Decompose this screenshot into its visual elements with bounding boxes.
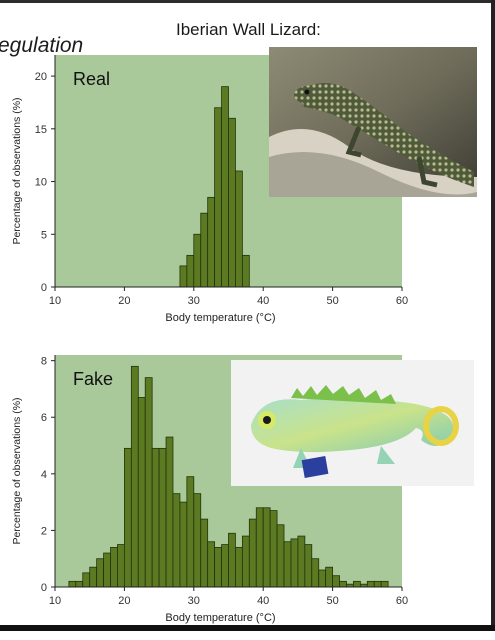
y-tick-label: 6 xyxy=(41,412,47,424)
histogram-bar xyxy=(262,507,271,588)
window-right-border xyxy=(491,0,495,631)
histogram-bar xyxy=(96,558,104,588)
y-tick-label: 0 xyxy=(41,282,47,294)
histogram-bar xyxy=(124,447,132,588)
x-tick-label: 20 xyxy=(118,595,130,607)
histogram-bar xyxy=(110,546,118,588)
histogram-bar xyxy=(221,86,229,288)
histogram-bar xyxy=(380,580,389,588)
window-top-border xyxy=(0,0,495,3)
x-tick-label: 60 xyxy=(396,595,408,607)
y-tick-label: 5 xyxy=(41,229,47,241)
histogram-bar xyxy=(276,524,285,588)
histogram-bar xyxy=(325,566,334,588)
histogram-bar xyxy=(255,507,264,588)
histogram-bar xyxy=(339,580,347,588)
y-tick-label: 20 xyxy=(35,71,47,83)
histogram-bar xyxy=(228,532,236,588)
histogram-bar xyxy=(130,365,139,588)
histogram-bar xyxy=(200,518,209,588)
x-tick-label: 60 xyxy=(396,295,408,307)
y-tick-label: 4 xyxy=(41,469,47,481)
histogram-bar xyxy=(235,170,243,288)
histogram-bar xyxy=(311,558,320,588)
y-axis-label: Percentage of observations (%) xyxy=(11,397,23,544)
chart-annotation-label: Fake xyxy=(73,369,113,389)
histogram-bar xyxy=(193,233,202,288)
x-tick-label: 10 xyxy=(49,295,61,307)
histogram-bar xyxy=(151,447,160,588)
histogram-bar xyxy=(186,254,195,288)
histogram-bar xyxy=(68,580,77,588)
slide-title: egulation xyxy=(0,34,84,57)
histogram-bar xyxy=(193,493,202,588)
y-tick-label: 15 xyxy=(35,124,47,136)
histogram-bar xyxy=(75,580,84,588)
x-tick-label: 40 xyxy=(257,595,269,607)
histogram-bar xyxy=(283,541,292,588)
x-tick-label: 50 xyxy=(326,595,338,607)
histogram-bar xyxy=(304,544,313,588)
histogram-bar xyxy=(172,493,181,588)
histogram-bar xyxy=(332,575,340,588)
x-axis-label: Body temperature (°C) xyxy=(165,612,275,624)
histogram-bar xyxy=(144,377,153,588)
histogram-bar xyxy=(373,580,382,588)
y-tick-label: 2 xyxy=(41,525,47,537)
histogram-bar xyxy=(248,518,257,588)
histogram-bar xyxy=(353,580,361,588)
x-tick-label: 30 xyxy=(188,595,200,607)
histogram-bar xyxy=(158,447,167,588)
iberian-wall-lizard-photo xyxy=(269,47,477,197)
histogram-bar xyxy=(290,538,299,588)
histogram-bar xyxy=(366,580,375,588)
chart-annotation-label: Real xyxy=(73,69,110,89)
toy-lizard-photo xyxy=(231,360,474,486)
x-tick-label: 20 xyxy=(118,295,130,307)
histogram-bar xyxy=(103,552,111,588)
histogram-bar xyxy=(207,541,216,588)
histogram-bar xyxy=(214,107,222,288)
histogram-bar xyxy=(137,397,146,588)
histogram-bar xyxy=(214,546,222,588)
histogram-bar xyxy=(165,436,174,588)
histogram-bar xyxy=(179,265,188,288)
window-bottom-border xyxy=(0,625,495,631)
histogram-bar xyxy=(235,546,243,588)
y-tick-label: 0 xyxy=(41,582,47,594)
x-tick-label: 30 xyxy=(188,295,200,307)
histogram-bar xyxy=(207,196,216,288)
histogram-bar xyxy=(179,501,188,588)
x-tick-label: 50 xyxy=(326,295,338,307)
histogram-bar xyxy=(82,572,91,588)
histogram-bar xyxy=(269,510,278,588)
x-tick-label: 40 xyxy=(257,295,269,307)
histogram-bar xyxy=(297,535,306,588)
x-axis-label: Body temperature (°C) xyxy=(165,312,275,324)
histogram-bar xyxy=(117,544,125,588)
histogram-bar xyxy=(186,476,195,588)
lizard-caption: Iberian Wall Lizard: xyxy=(176,20,321,39)
histogram-bar xyxy=(228,117,236,288)
y-axis-label: Percentage of observations (%) xyxy=(11,97,23,244)
histogram-bar xyxy=(241,254,250,288)
histogram-bar xyxy=(89,566,98,588)
y-tick-label: 8 xyxy=(41,356,47,368)
histogram-bar xyxy=(221,544,229,588)
histogram-bar xyxy=(200,212,209,288)
histogram-bar xyxy=(318,569,327,588)
x-tick-label: 10 xyxy=(49,595,61,607)
y-tick-label: 10 xyxy=(35,177,47,189)
histogram-bar xyxy=(241,535,250,588)
